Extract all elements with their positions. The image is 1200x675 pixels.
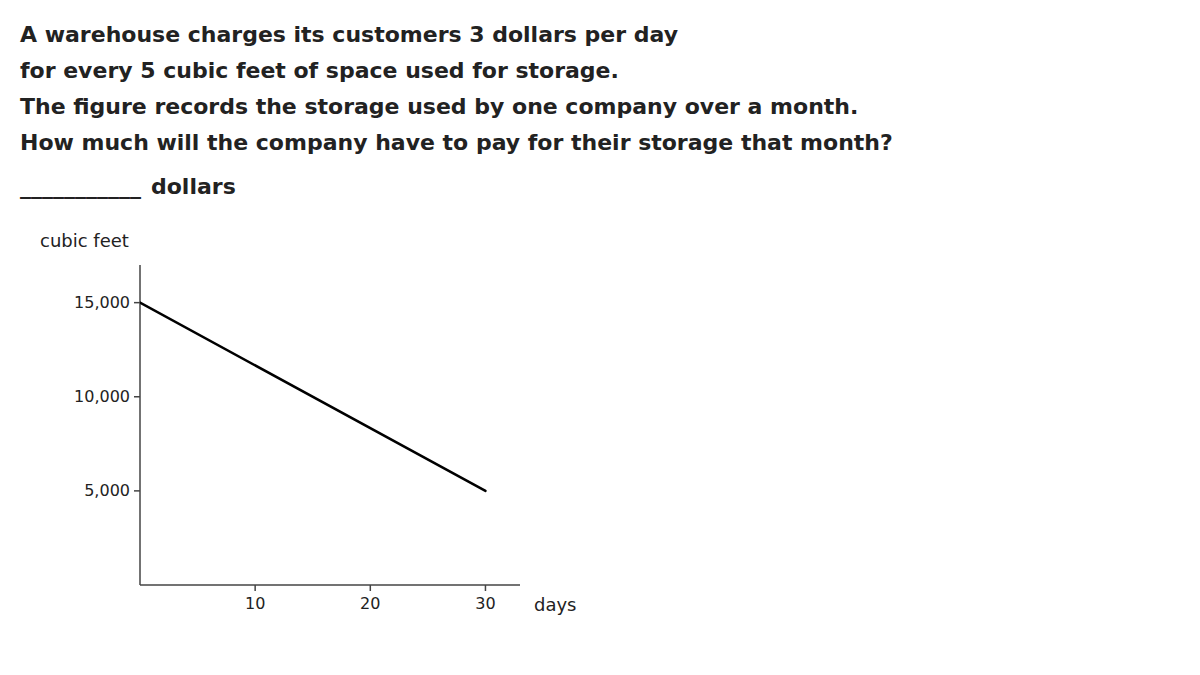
- answer-unit: dollars: [151, 174, 236, 199]
- y-tick: [134, 396, 140, 398]
- problem-text: A warehouse charges its customers 3 doll…: [20, 22, 678, 47]
- data-line: [140, 303, 485, 491]
- y-axis: [139, 265, 141, 585]
- y-tick-label: 15,000: [74, 293, 130, 312]
- x-tick: [254, 585, 256, 591]
- problem-text: How much will the company have to pay fo…: [20, 130, 893, 155]
- axes: 10 20 30 5,000 10,000 15,000: [74, 265, 520, 613]
- x-tick-label: 10: [245, 594, 265, 613]
- x-tick-label: 20: [360, 594, 380, 613]
- chart: A warehouse charges its customers 3 doll…: [0, 0, 1200, 675]
- y-tick: [134, 302, 140, 304]
- x-tick-label: 30: [475, 594, 495, 613]
- x-tick: [485, 585, 487, 591]
- x-axis: [140, 584, 520, 586]
- x-axis-label: days: [534, 594, 577, 615]
- problem-text: The figure records the storage used by o…: [20, 94, 858, 119]
- y-tick-label: 10,000: [74, 387, 130, 406]
- data-marks: [140, 303, 485, 491]
- y-tick: [134, 490, 140, 492]
- y-tick-label: 5,000: [84, 481, 130, 500]
- y-axis-label: cubic feet: [40, 230, 129, 251]
- problem-text: for every 5 cubic feet of space used for…: [20, 58, 619, 83]
- x-tick: [370, 585, 372, 591]
- answer-blank: ___________: [20, 174, 141, 199]
